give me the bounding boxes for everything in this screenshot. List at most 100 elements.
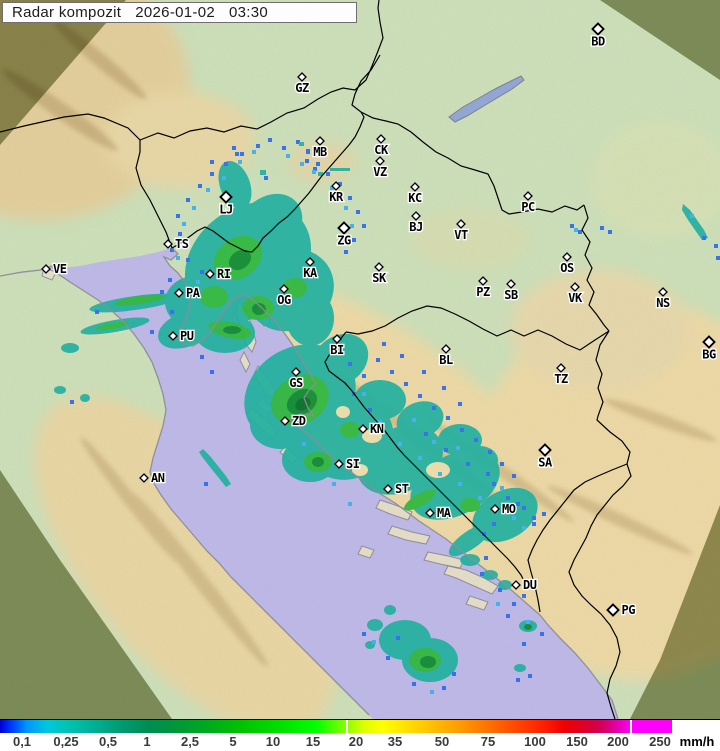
legend-tick-7: 15 [305,734,321,749]
city-marker-SK [374,262,384,272]
city-marker-VT [456,219,466,229]
city-label-CK: CK [374,143,389,157]
city-label-BG: BG [702,348,716,362]
city-label-TS: TS [175,237,189,251]
city-label-ZD: ZD [292,414,306,428]
title-date: 2026-01-02 [135,4,215,21]
radar-map: VE TS RI PA PU AN GZ MB CK VZ KR LJ ZG KC BJ VT PC BD OS VK… [0,0,720,719]
city-markers: VE TS RI PA PU AN GZ MB CK VZ KR LJ ZG KC BJ VT PC BD OS VK… [41,22,718,618]
legend-tick-4: 2,5 [180,734,200,749]
legend-tick-14: 200 [607,734,629,749]
city-marker-LJ [219,190,233,204]
city-label-OG: OG [277,293,291,307]
title-time: 03:30 [228,4,269,21]
legend-tick-6: 10 [265,734,281,749]
city-label-DU: DU [523,578,537,592]
legend-tick-3: 1 [143,734,151,749]
city-label-GS: GS [289,376,303,390]
city-marker-SA [538,443,552,457]
city-marker-PG [606,603,620,617]
city-marker-NS [658,287,668,297]
city-marker-TS [163,239,173,249]
title-bar: Radar kompozit 2026-01-02 03:30 [2,2,357,23]
legend-bar-tick [346,720,348,733]
city-label-KC: KC [408,191,422,205]
city-marker-ST [383,484,393,494]
legend-tick-1: 0,25 [53,734,79,749]
city-marker-OS [562,252,572,262]
city-label-MO: MO [502,502,516,516]
legend-tick-11: 75 [480,734,496,749]
city-label-VE: VE [53,262,67,276]
city-marker-BJ [411,211,421,221]
city-marker-PU [168,331,178,341]
legend-tick-12: 100 [524,734,546,749]
city-label-KR: KR [329,190,344,204]
city-marker-KA [305,257,315,267]
city-marker-MB [315,136,325,146]
city-marker-CK [376,134,386,144]
legend-tick-13: 150 [566,734,588,749]
city-marker-SI [334,459,344,469]
city-label-PU: PU [180,329,194,343]
city-label-BJ: BJ [409,220,422,234]
city-label-KN: KN [370,422,384,436]
city-marker-TZ [556,363,566,373]
city-marker-KC [410,182,420,192]
legend-tick-15: 250 [649,734,671,749]
legend-tick-0: 0,1 [12,734,32,749]
city-label-BD: BD [591,35,605,49]
product-name: Radar kompozit [12,4,122,21]
city-label-SK: SK [372,271,387,285]
legend-tick-5: 5 [229,734,237,749]
city-label-PG: PG [622,603,636,617]
city-label-MA: MA [437,506,452,520]
legend-bar-tick [630,720,632,733]
city-label-PC: PC [521,200,535,214]
city-label-AN: AN [151,471,165,485]
city-marker-VK [570,282,580,292]
legend-unit-label: mm/h [679,734,715,749]
city-marker-KR [331,181,341,191]
city-label-KA: KA [303,266,318,280]
city-label-GZ: GZ [295,81,309,95]
city-marker-BD [591,22,605,36]
city-marker-GS [291,367,301,377]
city-marker-KN [358,424,368,434]
city-marker-BL [441,344,451,354]
city-label-TZ: TZ [554,372,568,386]
city-label-VZ: VZ [373,165,387,179]
city-label-ZG: ZG [337,234,351,248]
legend-tick-9: 35 [387,734,403,749]
city-marker-OG [279,284,289,294]
city-marker-SB [506,279,516,289]
city-label-ST: ST [395,482,409,496]
city-label-PZ: PZ [476,285,490,299]
coastlines [0,247,619,719]
city-marker-RI [205,269,215,279]
legend-tick-8: 20 [348,734,364,749]
city-marker-BI [332,334,342,344]
city-marker-MO [490,504,500,514]
city-label-VT: VT [454,228,468,242]
city-marker-GZ [297,72,307,82]
city-label-NS: NS [656,296,670,310]
city-label-BL: BL [439,353,453,367]
city-marker-AN [139,473,149,483]
city-marker-VE [41,264,51,274]
legend-tick-10: 50 [434,734,450,749]
radar-map-canvas: VE TS RI PA PU AN GZ MB CK VZ KR LJ ZG KC BJ VT PC BD OS VK… [0,0,720,719]
city-marker-PC [523,191,533,201]
city-label-PA: PA [186,286,201,300]
city-label-SB: SB [504,288,518,302]
country-borders [0,0,632,719]
city-marker-VZ [375,156,385,166]
terrain-grain [0,0,720,719]
city-label-MB: MB [313,145,327,159]
city-marker-ZG [337,221,351,235]
city-label-SA: SA [538,456,553,470]
city-marker-ZD [280,416,290,426]
legend-tick-labels: 0,1 0,25 0,5 1 2,5 5 10 15 20 35 50 75 100 150 200 250 m… [0,733,720,751]
city-marker-DU [511,580,521,590]
